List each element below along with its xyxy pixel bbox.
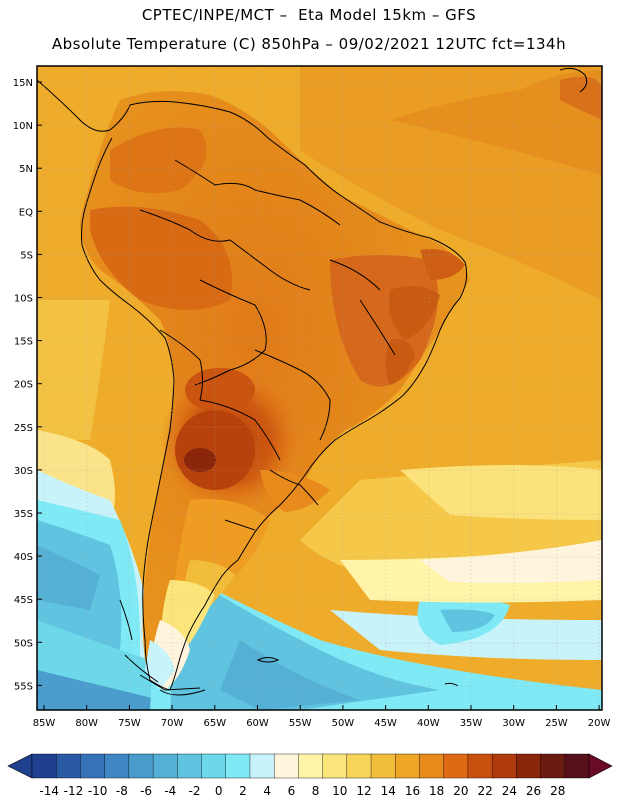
colorbar-swatch	[177, 753, 203, 779]
lon-tick-label: 70W	[161, 718, 184, 729]
lon-tick-label: 35W	[460, 718, 483, 729]
colorbar-high-arrow	[588, 753, 613, 779]
colorbar-label: 4	[263, 784, 271, 798]
lon-tick-label: 30W	[502, 718, 525, 729]
lon-tick-label: 75W	[118, 718, 141, 729]
lon-tick-label: 40W	[417, 718, 440, 729]
lat-tick-label: 55S	[14, 681, 33, 692]
colorbar-label: 18	[429, 784, 444, 798]
colorbar-swatch	[370, 753, 396, 779]
colorbar-label: 26	[526, 784, 541, 798]
colorbar-swatch	[491, 753, 518, 779]
lat-tick-label: 10S	[14, 294, 33, 305]
colorbar-label: -6	[140, 784, 152, 798]
lon-tick-label: 20W	[588, 718, 611, 729]
colorbar-swatch	[273, 753, 300, 779]
colorbar-label: 0	[215, 784, 223, 798]
colorbar-label: 8	[312, 784, 320, 798]
colorbar-low-arrow	[7, 753, 33, 779]
lon-tick-label: 85W	[33, 718, 56, 729]
lon-tick-label: 55W	[289, 718, 312, 729]
lat-tick-label: 25S	[14, 423, 33, 434]
colorbar-label: -2	[189, 784, 201, 798]
lon-tick-label: 80W	[75, 718, 98, 729]
lat-tick-label: 20S	[14, 380, 33, 391]
colorbar-label: 14	[381, 784, 396, 798]
colorbar-swatch	[225, 753, 251, 779]
colorbar-swatch	[443, 753, 469, 779]
colorbar-label: -10	[88, 784, 108, 798]
colorbar-swatch	[395, 753, 421, 779]
colorbar-swatch	[104, 753, 130, 779]
lat-tick-label: 5N	[19, 164, 33, 175]
lat-tick-label: 40S	[14, 552, 33, 563]
graticule	[37, 66, 602, 710]
colorbar-label: 22	[477, 784, 492, 798]
colorbar-label: -14	[39, 784, 59, 798]
colorbar-swatch	[80, 753, 106, 779]
colorbar-swatch	[201, 753, 227, 779]
lon-tick-label: 50W	[332, 718, 355, 729]
lon-tick-label: 60W	[246, 718, 269, 729]
colorbar-swatch	[346, 753, 372, 779]
lon-tick-label: 45W	[374, 718, 397, 729]
lat-tick-label: 45S	[14, 595, 33, 606]
lat-tick-label: 10N	[13, 121, 33, 132]
colorbar-swatch	[31, 753, 57, 779]
colorbar-swatch	[564, 753, 590, 779]
colorbar-swatch	[516, 753, 542, 779]
lon-tick-label: 25W	[545, 718, 568, 729]
colorbar-label: 16	[405, 784, 420, 798]
colorbar-label: 6	[288, 784, 296, 798]
colorbar-swatch	[467, 753, 493, 779]
colorbar-label: 10	[332, 784, 347, 798]
lat-tick-label: 15N	[13, 78, 33, 89]
colorbar-label: 12	[356, 784, 371, 798]
lat-tick-label: EQ	[19, 207, 33, 218]
lat-tick-label: 5S	[20, 250, 33, 261]
colorbar-label: -4	[164, 784, 176, 798]
lat-tick-label: 35S	[14, 509, 33, 520]
coastlines	[37, 67, 588, 696]
map-frame	[36, 65, 603, 711]
colorbar-swatch	[322, 753, 348, 779]
colorbar-swatch	[540, 753, 566, 779]
lat-tick-label: 30S	[14, 466, 33, 477]
map-title-variable: Absolute Temperature (C) 850hPa – 09/02/…	[51, 35, 567, 53]
colorbar-swatch	[128, 753, 154, 779]
colorbar-swatch	[56, 753, 82, 779]
map-title-model: CPTEC/INPE/MCT – Eta Model 15km – GFS	[141, 6, 477, 24]
colorbar-swatch	[249, 753, 275, 779]
lon-tick-label: 65W	[203, 718, 226, 729]
colorbar-label: -12	[64, 784, 84, 798]
lat-tick-label: 15S	[14, 337, 33, 348]
colorbar-label: 20	[453, 784, 468, 798]
temperature-field	[37, 66, 602, 710]
colorbar-label: 2	[239, 784, 247, 798]
colorbar-label: 28	[550, 784, 565, 798]
colorbar-label: 24	[502, 784, 517, 798]
colorbar-swatch	[298, 753, 324, 779]
longitude-axis: 85W 80W 75W 70W 65W 60W 55W 50W 45W 40W 35W 30W 25W 2…	[33, 705, 611, 729]
latitude-axis: 15N 10N 5N EQ 5S 10S 15S 20S 25S 30S 35S 40S 45S 50S 5…	[13, 78, 42, 692]
colorbar-swatch	[152, 753, 179, 779]
lat-tick-label: 50S	[14, 638, 33, 649]
colorbar-swatch	[419, 753, 445, 779]
temperature-colorbar: -14 -12 -10 -8 -6 -4 -2 0 2 4 6 8 10 12 14 16 18 20 22 24 26…	[7, 753, 613, 798]
colorbar-label: -8	[116, 784, 128, 798]
